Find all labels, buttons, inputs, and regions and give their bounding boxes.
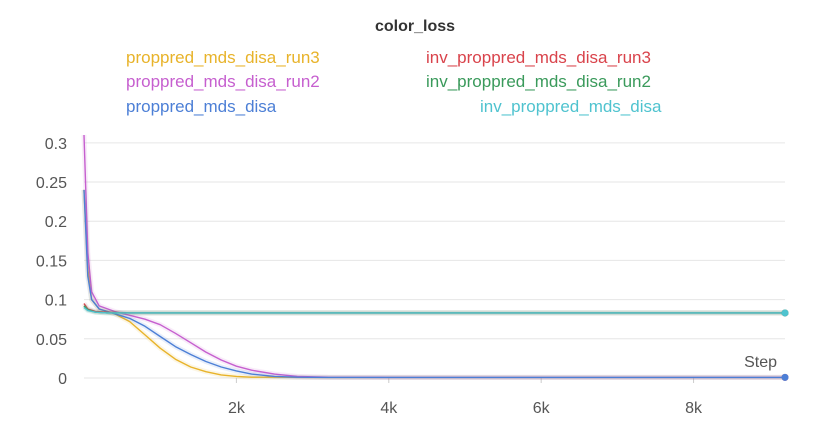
x-tick-label: 6k — [533, 400, 551, 417]
series-endpoint-5 — [781, 309, 789, 317]
legend-item-inv-proppred-run3[interactable]: inv_proppred_mds_disa_run3 — [426, 48, 651, 67]
gridlines — [84, 142, 785, 379]
y-axis-ticks: 0 0.05 0.1 0.15 0.2 0.25 0.3 — [36, 136, 67, 388]
y-tick-label: 0.15 — [36, 253, 67, 270]
series-line-0[interactable] — [83, 189, 785, 379]
series-line-1[interactable] — [83, 134, 785, 379]
x-tick-label: 2k — [228, 400, 246, 417]
legend-item-proppred-run3[interactable]: proppred_mds_disa_run3 — [126, 48, 320, 67]
series-endpoint-2 — [781, 373, 789, 381]
legend-item-inv-proppred-run2[interactable]: inv_proppred_mds_disa_run2 — [426, 72, 651, 91]
series-band-0 — [81, 189, 785, 380]
series-lines[interactable] — [81, 134, 785, 380]
y-tick-label: 0.25 — [36, 175, 67, 192]
series-line-5[interactable] — [83, 306, 785, 314]
series-band-5 — [82, 305, 785, 316]
legend-item-proppred[interactable]: proppred_mds_disa — [126, 97, 277, 116]
y-tick-label: 0.3 — [45, 136, 67, 153]
series-band-2 — [81, 189, 785, 380]
x-axis-ticks: 2k 4k 6k 8k — [228, 378, 703, 417]
legend-item-proppred-run2[interactable]: proppred_mds_disa_run2 — [126, 72, 320, 91]
x-axis-label: Step — [744, 354, 777, 371]
y-tick-label: 0.1 — [45, 293, 67, 310]
x-tick-label: 4k — [380, 400, 398, 417]
y-tick-label: 0 — [58, 371, 67, 388]
series-line-2[interactable] — [83, 189, 785, 379]
x-tick-label: 8k — [685, 400, 703, 417]
series-endpoints — [781, 309, 789, 381]
legend-item-inv-proppred[interactable]: inv_proppred_mds_disa — [480, 97, 662, 116]
y-tick-label: 0.2 — [45, 214, 67, 231]
chart-title: color_loss — [374, 18, 456, 35]
y-tick-label: 0.05 — [36, 332, 67, 349]
